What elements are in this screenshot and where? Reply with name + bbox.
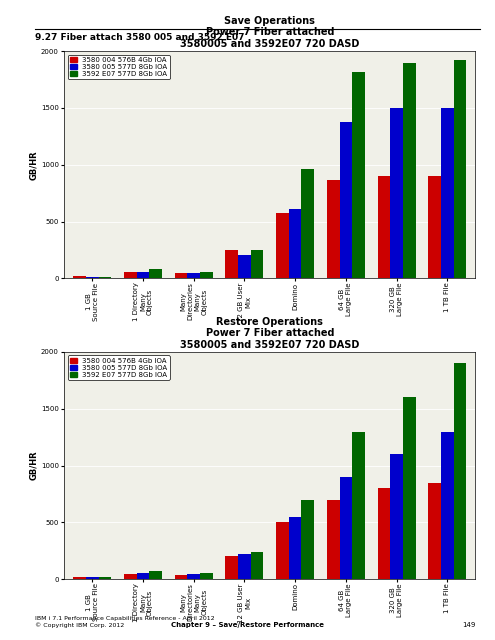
- Bar: [175, 575, 187, 579]
- Bar: [453, 364, 466, 579]
- Bar: [86, 276, 99, 278]
- Title: Save Operations
Power 7 Fiber attached
3580005 and 3592E07 720 DASD: Save Operations Power 7 Fiber attached 3…: [180, 16, 359, 49]
- Bar: [137, 271, 149, 278]
- Text: © Copyright IBM Corp. 2012: © Copyright IBM Corp. 2012: [35, 623, 124, 628]
- Bar: [225, 250, 238, 278]
- Y-axis label: GB/HR: GB/HR: [29, 150, 38, 180]
- Bar: [301, 170, 314, 278]
- Bar: [441, 431, 453, 579]
- Bar: [73, 577, 86, 579]
- Legend: 3580 004 576B 4Gb IOA, 3580 005 577D 8Gb IOA, 3592 E07 577D 8Gb IOA: 3580 004 576B 4Gb IOA, 3580 005 577D 8Gb…: [68, 355, 170, 380]
- Bar: [428, 483, 441, 579]
- Bar: [124, 573, 137, 579]
- Bar: [238, 554, 251, 579]
- Bar: [73, 276, 86, 278]
- Bar: [200, 573, 213, 579]
- Bar: [99, 276, 111, 278]
- Bar: [390, 108, 403, 278]
- Bar: [340, 477, 352, 579]
- Bar: [149, 269, 162, 278]
- Y-axis label: GB/HR: GB/HR: [29, 451, 38, 481]
- Bar: [86, 577, 99, 579]
- Bar: [378, 176, 390, 278]
- Text: 149: 149: [462, 623, 475, 628]
- Bar: [289, 209, 301, 278]
- Bar: [390, 454, 403, 579]
- Text: IBM i 7.1 Performance Capabilities Reference - April 2012: IBM i 7.1 Performance Capabilities Refer…: [35, 616, 214, 621]
- Bar: [99, 577, 111, 579]
- Bar: [187, 574, 200, 579]
- Bar: [428, 176, 441, 278]
- Bar: [289, 516, 301, 579]
- Bar: [441, 108, 453, 278]
- Bar: [276, 212, 289, 278]
- Bar: [327, 500, 340, 579]
- Bar: [378, 488, 390, 579]
- Bar: [251, 250, 263, 278]
- Text: 9.27 Fiber attach 3580 005 and 3592 E07: 9.27 Fiber attach 3580 005 and 3592 E07: [35, 33, 244, 42]
- Bar: [327, 180, 340, 278]
- Bar: [352, 72, 365, 278]
- Legend: 3580 004 576B 4Gb IOA, 3580 005 577D 8Gb IOA, 3592 E07 577D 8Gb IOA: 3580 004 576B 4Gb IOA, 3580 005 577D 8Gb…: [68, 54, 170, 79]
- Bar: [225, 556, 238, 579]
- Bar: [149, 572, 162, 579]
- Bar: [175, 273, 187, 278]
- Bar: [137, 573, 149, 579]
- Text: Chapter 9 – Save/Restore Performance: Chapter 9 – Save/Restore Performance: [171, 623, 324, 628]
- Bar: [276, 522, 289, 579]
- Bar: [403, 63, 416, 278]
- Bar: [251, 552, 263, 579]
- Bar: [301, 500, 314, 579]
- Bar: [238, 255, 251, 278]
- Bar: [124, 271, 137, 278]
- Bar: [187, 273, 200, 278]
- Bar: [340, 122, 352, 278]
- Bar: [403, 397, 416, 579]
- Bar: [352, 431, 365, 579]
- Bar: [453, 60, 466, 278]
- Title: Restore Operations
Power 7 Fiber attached
3580005 and 3592E07 720 DASD: Restore Operations Power 7 Fiber attache…: [180, 317, 359, 350]
- Bar: [200, 271, 213, 278]
